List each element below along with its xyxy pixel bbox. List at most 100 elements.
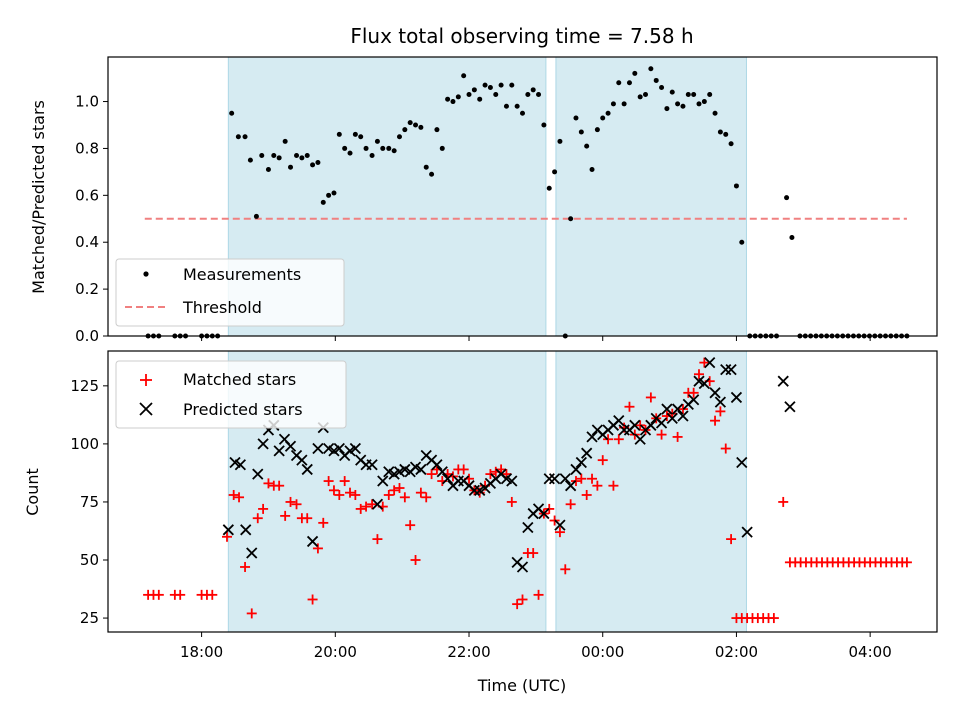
measurement-point bbox=[461, 73, 467, 79]
matched-star-point bbox=[372, 534, 383, 545]
measurement-point bbox=[259, 152, 265, 158]
bottom-legend: Matched stars Predicted stars bbox=[115, 360, 347, 429]
matched-star-point bbox=[768, 613, 779, 624]
x-tick-label: 18:00 bbox=[180, 643, 223, 661]
matched-stars-legend-marker bbox=[140, 374, 152, 386]
matched-star-point bbox=[345, 487, 356, 498]
predicted-star-point bbox=[698, 377, 710, 390]
matched-star-point bbox=[291, 499, 302, 510]
predicted-star-point bbox=[257, 438, 269, 450]
measurement-point bbox=[439, 145, 445, 151]
predicted-star-point bbox=[730, 391, 743, 404]
x-tick-label: 20:00 bbox=[314, 643, 357, 661]
matched-star-point bbox=[699, 357, 710, 368]
measurement-point bbox=[235, 134, 241, 140]
matched-star-point bbox=[426, 469, 437, 480]
measurement-point bbox=[271, 152, 277, 158]
measurement-point bbox=[503, 103, 509, 109]
matched-star-point bbox=[496, 464, 507, 475]
measurement-point bbox=[450, 99, 456, 105]
matched-star-point bbox=[576, 473, 587, 484]
measurement-point bbox=[568, 216, 574, 222]
measurement-point bbox=[363, 145, 369, 151]
measurement-point bbox=[471, 87, 477, 93]
measurement-point bbox=[664, 106, 670, 112]
top-plot-frame bbox=[107, 56, 938, 337]
predicted-star-point bbox=[296, 454, 308, 466]
matched-star-point bbox=[234, 492, 245, 503]
predicted-star-point bbox=[559, 473, 571, 485]
top-panel: 0.0 0.2 0.4 0.6 0.8 1.0 Flux total observing … bbox=[29, 24, 938, 345]
measurement-point bbox=[294, 152, 300, 158]
measurement-point bbox=[717, 129, 723, 135]
predicted-star-point bbox=[377, 475, 389, 487]
predicted-star-point bbox=[252, 468, 264, 480]
measurement-point bbox=[605, 110, 611, 116]
predicted-star-point bbox=[301, 463, 313, 476]
predicted-star-point bbox=[688, 394, 700, 406]
measurement-point bbox=[276, 155, 282, 161]
measurement-point bbox=[514, 103, 520, 109]
matched-star-point bbox=[280, 510, 291, 521]
measurement-point bbox=[331, 190, 337, 196]
measurement-point bbox=[477, 96, 483, 102]
matched-star-point bbox=[720, 443, 731, 454]
predicted-star-point bbox=[634, 433, 646, 445]
bottom-legend-box bbox=[115, 360, 347, 429]
measurement-point bbox=[536, 92, 542, 98]
matched-star-point bbox=[506, 496, 517, 507]
matched-star-point bbox=[421, 492, 432, 503]
predicted-star-point bbox=[349, 442, 361, 455]
predicted-star-point bbox=[645, 419, 657, 431]
predicted-star-point bbox=[538, 507, 550, 520]
predicted-star-point bbox=[371, 498, 384, 510]
matched-star-point bbox=[240, 561, 251, 572]
matched-star-point bbox=[554, 527, 565, 538]
measurement-point bbox=[546, 185, 552, 191]
measurement-point bbox=[701, 99, 707, 105]
matched-star-point bbox=[501, 469, 512, 480]
predicted-star-point bbox=[714, 396, 727, 408]
measurement-point bbox=[530, 87, 536, 93]
measurement-point bbox=[600, 115, 606, 121]
measurement-point bbox=[728, 141, 734, 147]
predicted-star-point bbox=[246, 547, 258, 559]
matched-star-point bbox=[339, 476, 350, 487]
matched-star-point bbox=[252, 513, 263, 524]
predicted-star-point bbox=[222, 524, 234, 536]
measurement-point bbox=[648, 66, 654, 72]
measurement-point bbox=[391, 148, 397, 154]
measurement-point bbox=[520, 110, 525, 116]
measurement-point bbox=[784, 195, 790, 201]
measurement-point bbox=[242, 134, 248, 140]
measurement-point bbox=[733, 183, 739, 189]
predicted-star-point bbox=[415, 463, 427, 476]
matched-star-point bbox=[153, 589, 164, 600]
measurement-point bbox=[621, 101, 627, 107]
matched-star-point bbox=[597, 455, 608, 466]
predicted-star-point bbox=[522, 521, 534, 534]
predicted-star-point bbox=[655, 417, 668, 429]
predicted-star-point bbox=[273, 445, 285, 457]
measurement-point bbox=[402, 127, 408, 133]
matched-star-point bbox=[581, 489, 592, 500]
matched-star-point bbox=[517, 594, 528, 605]
predicted-star-point bbox=[240, 524, 252, 536]
matched-star-point bbox=[415, 487, 426, 498]
predicted-star-point bbox=[784, 401, 796, 413]
measurement-point bbox=[282, 138, 288, 144]
measurement-point bbox=[386, 145, 392, 151]
matched-star-point bbox=[318, 517, 329, 528]
matched-star-point bbox=[693, 369, 704, 380]
matched-star-point bbox=[405, 520, 416, 531]
x-tick-label: 02:00 bbox=[715, 643, 758, 661]
top-y-tick-label: 0.6 bbox=[75, 186, 99, 204]
predicted-star-point bbox=[543, 473, 555, 485]
measurement-point bbox=[659, 84, 665, 90]
measurement-point bbox=[336, 131, 342, 137]
predicted-star-point bbox=[677, 410, 689, 422]
bottom-panel: 25 50 75 100 125 18:00 20:00 22:00 00:00 02:00 04… bbox=[23, 350, 938, 695]
measurement-point bbox=[498, 82, 504, 88]
matched-star-point bbox=[565, 499, 576, 510]
matched-star-point bbox=[328, 485, 339, 496]
